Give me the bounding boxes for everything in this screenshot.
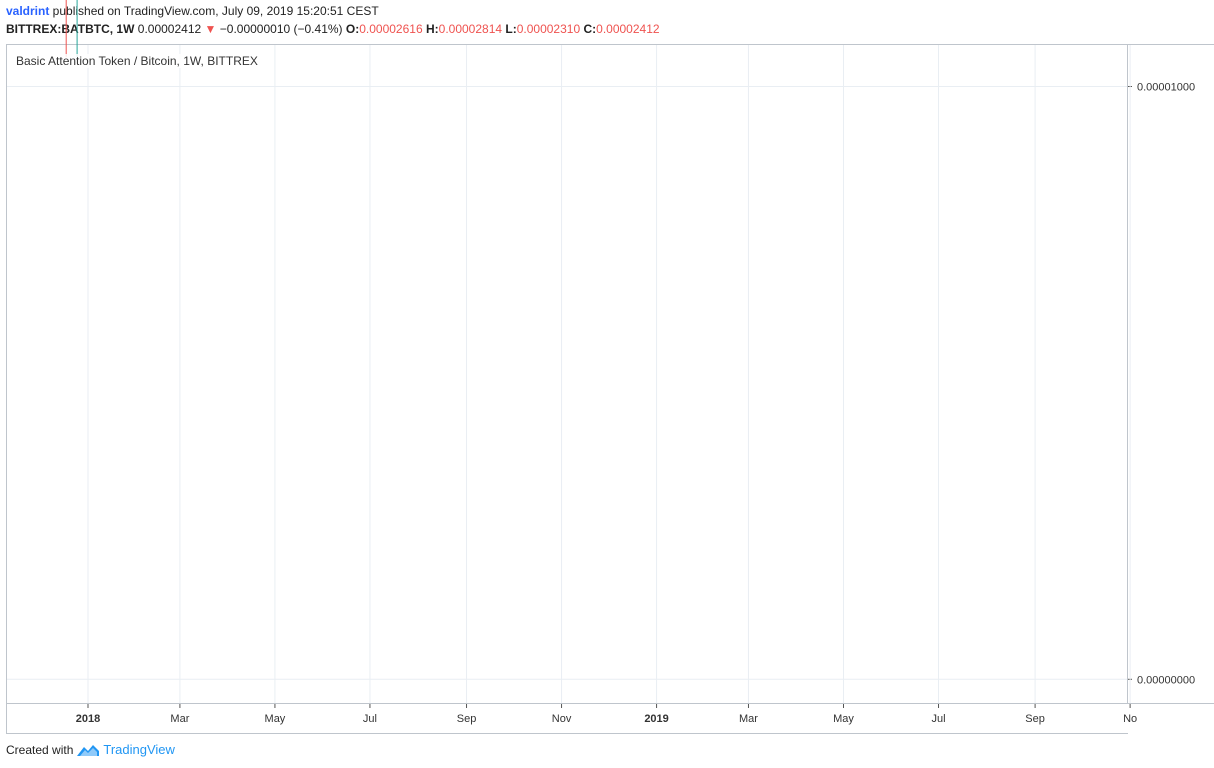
- change-down-arrow-icon: ▼: [204, 22, 217, 36]
- time-tick-label: Nov: [552, 713, 572, 725]
- created-with-text: Created with: [6, 742, 74, 757]
- open-label: O:: [345, 22, 360, 36]
- change-value: −0.00000010 (−0.41%): [219, 22, 343, 36]
- close-value: 0.00002412: [596, 22, 660, 36]
- price-tick-label: 0.00001000: [1137, 81, 1195, 93]
- time-tick-label: May: [833, 713, 854, 725]
- candle-up: [76, 0, 78, 57]
- published-text: published on TradingView.com, July 09, 2…: [49, 4, 379, 18]
- time-tick-label: Sep: [1025, 713, 1045, 725]
- time-tick-label: May: [265, 713, 286, 725]
- symbol-label: BITTREX:BATBTC, 1W: [6, 22, 135, 36]
- high-value: 0.00002814: [438, 22, 503, 36]
- time-tick-label: Jul: [363, 713, 377, 725]
- candle-down: [65, 0, 67, 57]
- time-tick-label: Sep: [457, 713, 477, 725]
- chart-pane[interactable]: [6, 44, 1128, 704]
- time-axis[interactable]: [6, 704, 1128, 734]
- author-link[interactable]: valdrint: [6, 4, 50, 18]
- close-label: C:: [583, 22, 597, 36]
- chart-legend-title: Basic Attention Token / Bitcoin, 1W, BIT…: [16, 54, 258, 68]
- time-tick-label: Mar: [739, 713, 758, 725]
- low-value: 0.00002310: [516, 22, 581, 36]
- time-tick-label: No: [1123, 713, 1137, 725]
- time-tick-label: 2018: [76, 713, 100, 725]
- price-axis[interactable]: [1128, 44, 1214, 704]
- price-tick-label: 0.00000000: [1137, 674, 1195, 686]
- time-tick-label: Jul: [931, 713, 945, 725]
- symbol-ohlc-bar: BITTREX:BATBTC, 1W 0.00002412 ▼ −0.00000…: [6, 22, 660, 36]
- footer: Created with TradingView: [6, 742, 175, 757]
- time-tick-label: Mar: [170, 713, 189, 725]
- high-label: H:: [425, 22, 439, 36]
- time-tick-label: 2019: [644, 713, 668, 725]
- tradingview-brand[interactable]: TradingView: [103, 742, 175, 757]
- publish-info: valdrint published on TradingView.com, J…: [6, 4, 379, 18]
- tradingview-logo-icon: [77, 744, 100, 756]
- open-value: 0.00002616: [359, 22, 423, 36]
- low-label: L:: [505, 22, 517, 36]
- last-price: 0.00002412: [137, 22, 202, 36]
